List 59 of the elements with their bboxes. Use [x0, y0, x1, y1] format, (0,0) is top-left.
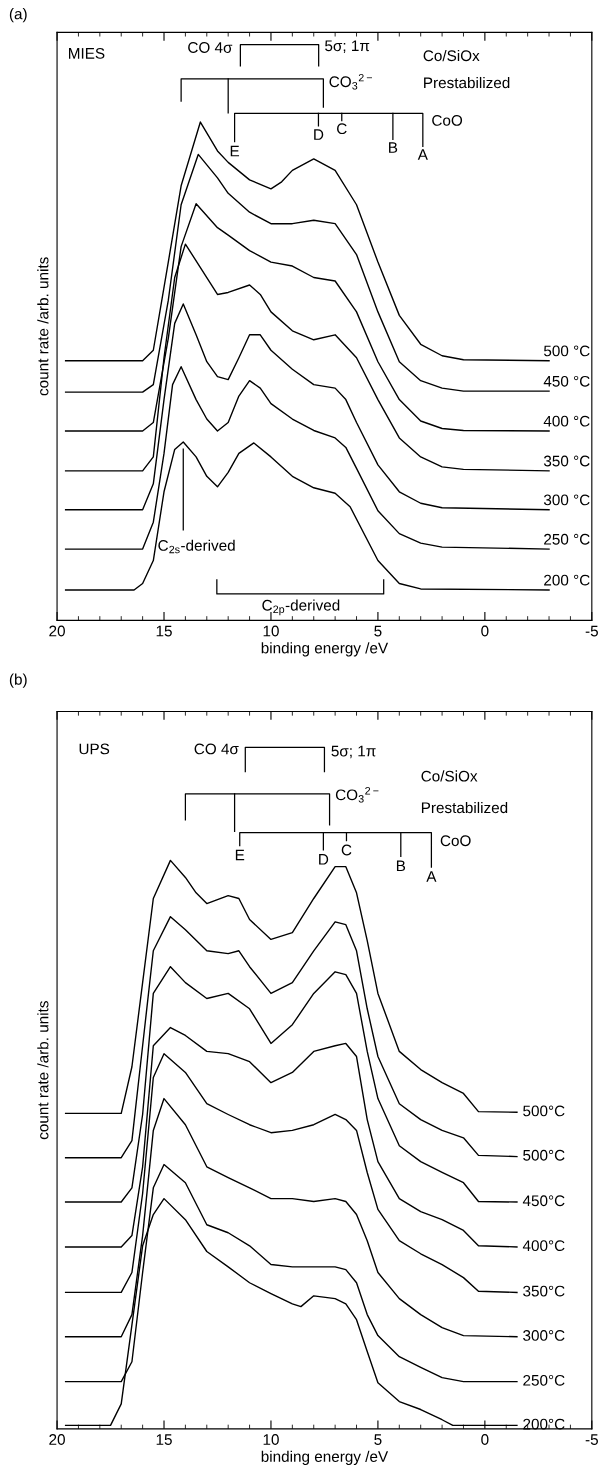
- x-tick-label: 0: [481, 625, 489, 637]
- y-axis-title: count rate /arb. units: [37, 1001, 49, 1140]
- series-label: 400°C: [522, 1240, 565, 1252]
- series-label: 300 °C: [543, 494, 590, 506]
- annotation: A: [417, 149, 428, 160]
- annotation: E: [230, 145, 240, 157]
- annotation: C: [337, 123, 347, 135]
- annotation: CoO: [432, 115, 463, 126]
- x-tick-label: -5: [585, 1434, 598, 1445]
- text: Prestabilized: [421, 801, 508, 814]
- series-label: 250°C: [523, 1374, 565, 1386]
- series-label: 350°C: [523, 1285, 565, 1297]
- series-label: 400 °C: [543, 415, 590, 427]
- text: E: [235, 849, 245, 861]
- x-tick-label: 15: [156, 625, 172, 637]
- series-label: 350 °C: [543, 455, 590, 467]
- x-axis-title: binding energy /eV: [261, 1450, 389, 1465]
- text: 5σ; 1π: [325, 40, 370, 53]
- x-tick-label: 20: [49, 1434, 65, 1445]
- series-label: 250 °C: [544, 533, 590, 545]
- annotation: B: [389, 142, 398, 153]
- text: CO 4σ: [188, 42, 233, 53]
- y-axis-title: count rate /arb. units: [37, 257, 49, 396]
- annotation: A: [426, 871, 437, 882]
- series-label: 200°C: [523, 1418, 565, 1430]
- x-tick-label: 15: [156, 1434, 172, 1445]
- text: 5σ; 1π: [331, 745, 376, 759]
- text: CO$_{3}$$^{2−}$: [335, 786, 379, 803]
- annotation: C$_{2p}$-derived: [262, 599, 340, 616]
- annotation: B: [396, 860, 406, 872]
- series-label: 450°C: [522, 1195, 565, 1207]
- x-tick-label: 0: [481, 1434, 489, 1445]
- series-label: 300°C: [523, 1330, 565, 1341]
- x-tick-label: 10: [263, 1434, 279, 1445]
- annotation: C$_{2s}$-derived: [158, 539, 235, 554]
- x-tick-label: -5: [585, 625, 598, 637]
- x-tick-label: 10: [263, 625, 279, 637]
- text: Co/SiOx: [423, 49, 480, 62]
- text: Prestabilized: [424, 76, 510, 89]
- series-label: 500 °C: [543, 345, 590, 357]
- chart-title: (a): [9, 8, 27, 23]
- text: UPS: [79, 743, 110, 755]
- x-tick-label: 20: [49, 625, 65, 637]
- text: Co/SiOx: [421, 770, 478, 782]
- x-tick-label: 5: [374, 1434, 382, 1445]
- series-label: 500°C: [523, 1105, 565, 1117]
- series-label: 450 °C: [543, 375, 590, 387]
- text: CoO: [440, 835, 471, 847]
- text: MIES: [69, 47, 105, 59]
- text: CO$_{3}$$^{2−}$: [329, 73, 373, 90]
- series-label: 200 °C: [544, 574, 590, 586]
- text: C: [341, 844, 352, 856]
- annotation: D: [319, 854, 329, 865]
- x-tick-label: 5: [374, 625, 382, 637]
- text: CO 4σ: [194, 743, 239, 755]
- series-label: 500°C: [523, 1149, 565, 1161]
- x-axis-title: binding energy /eV: [261, 642, 389, 657]
- chart-title: (b): [9, 673, 27, 688]
- annotation: D: [314, 129, 324, 140]
